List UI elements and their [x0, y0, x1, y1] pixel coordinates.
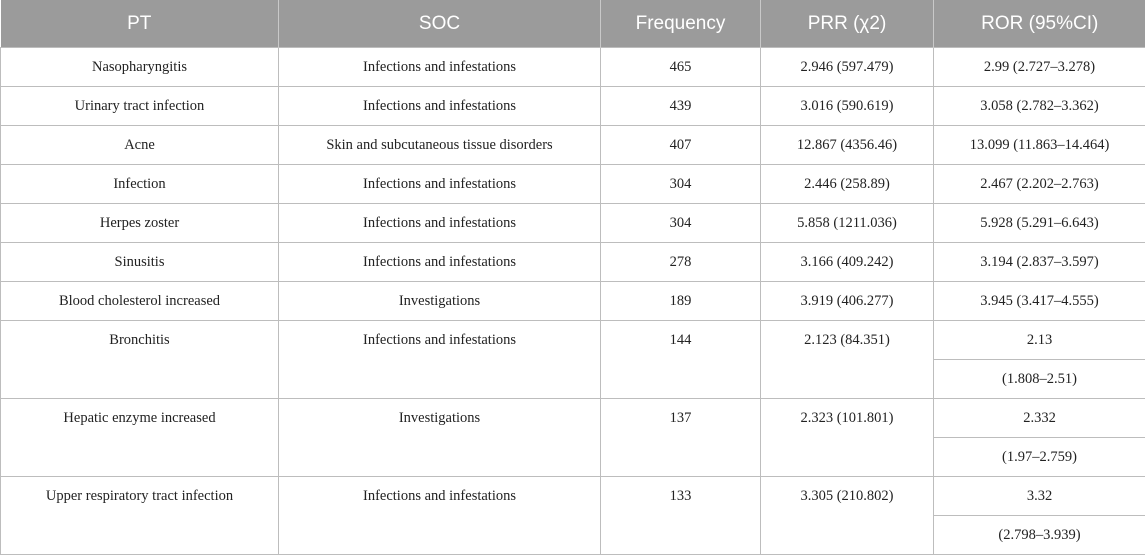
header-prr: PRR (χ2)	[761, 0, 934, 48]
soc-cell: Infections and infestations	[279, 204, 601, 243]
header-row: PT SOC Frequency PRR (χ2) ROR (95%CI)	[1, 0, 1145, 48]
frequency-cell: 144	[601, 321, 761, 399]
soc-cell: Investigations	[279, 282, 601, 321]
frequency-cell: 278	[601, 243, 761, 282]
prr-cell: 2.446 (258.89)	[761, 165, 934, 204]
ror-cell: 2.99 (2.727–3.278)	[934, 48, 1145, 87]
ror-cell: 5.928 (5.291–6.643)	[934, 204, 1145, 243]
pt-cell: Hepatic enzyme increased	[1, 399, 279, 477]
table-row: Herpes zoster Infections and infestation…	[1, 204, 1145, 243]
frequency-cell: 189	[601, 282, 761, 321]
pt-cell: Herpes zoster	[1, 204, 279, 243]
ror-cell: 3.945 (3.417–4.555)	[934, 282, 1145, 321]
prr-cell: 2.946 (597.479)	[761, 48, 934, 87]
soc-cell: Infections and infestations	[279, 48, 601, 87]
prr-cell: 3.919 (406.277)	[761, 282, 934, 321]
ror-cell: 2.13	[934, 321, 1145, 360]
table-row: Hepatic enzyme increased Investigations …	[1, 399, 1145, 438]
table-row: Blood cholesterol increased Investigatio…	[1, 282, 1145, 321]
frequency-cell: 133	[601, 477, 761, 555]
frequency-cell: 304	[601, 204, 761, 243]
table-row: Urinary tract infection Infections and i…	[1, 87, 1145, 126]
pt-cell: Acne	[1, 126, 279, 165]
soc-cell: Investigations	[279, 399, 601, 477]
ror-cell: 2.467 (2.202–2.763)	[934, 165, 1145, 204]
table-row: Bronchitis Infections and infestations 1…	[1, 321, 1145, 360]
frequency-cell: 407	[601, 126, 761, 165]
soc-cell: Infections and infestations	[279, 87, 601, 126]
pt-cell: Nasopharyngitis	[1, 48, 279, 87]
table-row: Sinusitis Infections and infestations 27…	[1, 243, 1145, 282]
ror-ci-cell: (1.97–2.759)	[934, 438, 1145, 477]
ror-cell: 3.32	[934, 477, 1145, 516]
prr-cell: 2.123 (84.351)	[761, 321, 934, 399]
soc-cell: Infections and infestations	[279, 321, 601, 399]
prr-cell: 2.323 (101.801)	[761, 399, 934, 477]
frequency-cell: 137	[601, 399, 761, 477]
header-ror: ROR (95%CI)	[934, 0, 1145, 48]
soc-cell: Infections and infestations	[279, 243, 601, 282]
header-soc: SOC	[279, 0, 601, 48]
pt-cell: Urinary tract infection	[1, 87, 279, 126]
soc-cell: Skin and subcutaneous tissue disorders	[279, 126, 601, 165]
frequency-cell: 304	[601, 165, 761, 204]
table-row: Nasopharyngitis Infections and infestati…	[1, 48, 1145, 87]
prr-cell: 12.867 (4356.46)	[761, 126, 934, 165]
header-frequency: Frequency	[601, 0, 761, 48]
header-pt: PT	[1, 0, 279, 48]
pt-cell: Blood cholesterol increased	[1, 282, 279, 321]
prr-cell: 3.016 (590.619)	[761, 87, 934, 126]
frequency-cell: 465	[601, 48, 761, 87]
ror-cell: 13.099 (11.863–14.464)	[934, 126, 1145, 165]
prr-cell: 5.858 (1211.036)	[761, 204, 934, 243]
pt-cell: Bronchitis	[1, 321, 279, 399]
soc-cell: Infections and infestations	[279, 477, 601, 555]
prr-cell: 3.166 (409.242)	[761, 243, 934, 282]
soc-cell: Infections and infestations	[279, 165, 601, 204]
ror-cell: 2.332	[934, 399, 1145, 438]
prr-cell: 3.305 (210.802)	[761, 477, 934, 555]
frequency-cell: 439	[601, 87, 761, 126]
pt-cell: Sinusitis	[1, 243, 279, 282]
ror-ci-cell: (1.808–2.51)	[934, 360, 1145, 399]
table-row: Upper respiratory tract infection Infect…	[1, 477, 1145, 516]
pt-cell: Infection	[1, 165, 279, 204]
table-row: Infection Infections and infestations 30…	[1, 165, 1145, 204]
table-row: Acne Skin and subcutaneous tissue disord…	[1, 126, 1145, 165]
pt-cell: Upper respiratory tract infection	[1, 477, 279, 555]
ror-cell: 3.194 (2.837–3.597)	[934, 243, 1145, 282]
ror-cell: 3.058 (2.782–3.362)	[934, 87, 1145, 126]
